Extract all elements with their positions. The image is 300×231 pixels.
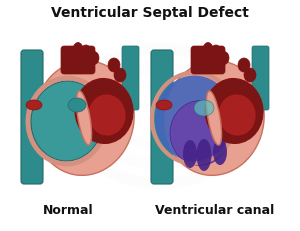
- FancyBboxPatch shape: [191, 46, 225, 74]
- Ellipse shape: [26, 100, 42, 110]
- FancyBboxPatch shape: [252, 46, 269, 110]
- Ellipse shape: [219, 52, 229, 64]
- Ellipse shape: [238, 58, 250, 72]
- Ellipse shape: [205, 79, 263, 143]
- Text: Ventricular Septal Defect: Ventricular Septal Defect: [51, 6, 249, 20]
- Ellipse shape: [64, 48, 76, 62]
- Ellipse shape: [203, 43, 213, 58]
- Ellipse shape: [34, 61, 134, 175]
- FancyBboxPatch shape: [151, 50, 173, 184]
- Ellipse shape: [75, 79, 133, 143]
- FancyBboxPatch shape: [61, 46, 95, 74]
- Ellipse shape: [31, 81, 103, 161]
- Ellipse shape: [108, 58, 120, 72]
- Ellipse shape: [211, 45, 221, 59]
- Ellipse shape: [156, 100, 172, 110]
- Ellipse shape: [244, 68, 256, 82]
- Ellipse shape: [73, 43, 83, 58]
- Ellipse shape: [114, 68, 126, 82]
- FancyBboxPatch shape: [122, 46, 139, 110]
- Ellipse shape: [206, 91, 222, 145]
- Ellipse shape: [194, 100, 214, 116]
- Ellipse shape: [88, 94, 126, 136]
- Ellipse shape: [196, 139, 211, 171]
- Ellipse shape: [194, 48, 206, 62]
- FancyBboxPatch shape: [21, 50, 43, 184]
- Ellipse shape: [81, 45, 91, 59]
- Ellipse shape: [68, 98, 86, 112]
- Ellipse shape: [155, 76, 233, 161]
- Ellipse shape: [164, 61, 264, 175]
- Ellipse shape: [218, 94, 256, 136]
- Ellipse shape: [183, 140, 197, 168]
- Ellipse shape: [76, 91, 92, 145]
- Ellipse shape: [89, 52, 99, 64]
- Text: Normal: Normal: [43, 204, 93, 218]
- Ellipse shape: [170, 100, 230, 165]
- Ellipse shape: [213, 139, 227, 165]
- Text: Ventricular canal: Ventricular canal: [155, 204, 274, 218]
